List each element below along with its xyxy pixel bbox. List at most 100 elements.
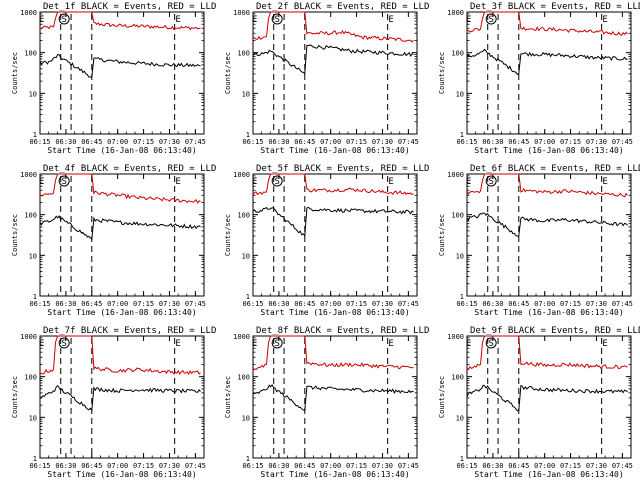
lld-rate-series: [39, 335, 201, 376]
event-marker-label: S: [488, 15, 493, 25]
event-marker-label: E: [175, 15, 180, 25]
y-tick-label: 1: [246, 455, 250, 463]
x-tick-label: 07:00: [320, 462, 341, 470]
x-tick-label: 07:30: [586, 300, 607, 308]
y-tick-label: 10: [242, 414, 250, 422]
lld-rate-series: [466, 11, 628, 36]
panel-title: Det_7f BLACK = Events, RED = LLD: [43, 326, 216, 336]
event-marker-label: S: [488, 177, 493, 187]
panel-title: Det_4f BLACK = Events, RED = LLD: [43, 164, 216, 174]
lld-rate-series: [252, 173, 414, 196]
plot-frame: [466, 335, 632, 459]
x-tick-label: 06:45: [294, 300, 315, 308]
x-tick-label: 07:30: [586, 138, 607, 146]
event-marker-label: E: [388, 339, 393, 349]
x-tick-label: 06:15: [29, 462, 50, 470]
y-axis-label: Counts/sec: [11, 52, 19, 94]
y-tick-label: 10: [456, 414, 464, 422]
event-marker-label: E: [602, 177, 607, 187]
detector-panel: Det_1f BLACK = Events, RED = LLD 1 10 100 10…: [11, 2, 216, 155]
panel-title: Det_3f BLACK = Events, RED = LLD: [470, 2, 640, 12]
x-axis-label: Start Time (16-Jan-08 06:13:40): [47, 146, 196, 155]
x-tick-label: 06:15: [456, 300, 477, 308]
x-tick-label: 07:00: [107, 138, 128, 146]
marker-circle: [485, 13, 497, 25]
event-marker-label: E: [252, 339, 257, 349]
event-marker-label: E: [466, 15, 471, 25]
detector-panel: Det_4f BLACK = Events, RED = LLD 1 10 100 10…: [11, 164, 216, 317]
marker-circle: [271, 13, 283, 25]
y-tick-label: 1: [33, 455, 37, 463]
y-tick-label: 1000: [233, 333, 250, 341]
event-marker-label: S: [61, 339, 66, 349]
panel-title: Det_9f BLACK = Events, RED = LLD: [470, 326, 640, 336]
plot-frame: [466, 11, 632, 135]
y-axis-label: Counts/sec: [224, 52, 232, 94]
panel-title: Det_1f BLACK = Events, RED = LLD: [43, 2, 216, 12]
x-tick-label: 07:30: [159, 138, 180, 146]
x-tick-label: 07:30: [372, 462, 393, 470]
y-tick-label: 1000: [20, 9, 37, 17]
plot-frame: [39, 335, 205, 459]
x-tick-label: 06:15: [242, 462, 263, 470]
event-marker-label: E: [466, 177, 471, 187]
x-tick-label: 06:15: [242, 138, 263, 146]
x-tick-label: 07:00: [320, 138, 341, 146]
y-tick-label: 100: [237, 50, 250, 58]
y-tick-label: 1: [33, 131, 37, 139]
x-tick-label: 07:45: [612, 138, 633, 146]
y-tick-label: 1000: [233, 171, 250, 179]
events-rate-series: [39, 215, 201, 241]
y-tick-label: 100: [451, 374, 464, 382]
event-marker-label: E: [252, 177, 257, 187]
plot-frame: [466, 173, 632, 297]
lld-rate-series: [466, 173, 628, 198]
event-marker-label: S: [274, 339, 279, 349]
x-tick-label: 06:45: [508, 300, 529, 308]
x-tick-label: 06:30: [55, 300, 76, 308]
y-tick-label: 1: [460, 455, 464, 463]
x-tick-label: 06:30: [55, 138, 76, 146]
x-axis-label: Start Time (16-Jan-08 06:13:40): [474, 308, 623, 317]
x-axis-label: Start Time (16-Jan-08 06:13:40): [474, 470, 623, 479]
x-axis-label: Start Time (16-Jan-08 06:13:40): [260, 146, 409, 155]
y-tick-label: 1: [246, 131, 250, 139]
y-tick-label: 100: [451, 212, 464, 220]
event-marker-label: E: [252, 15, 257, 25]
y-tick-label: 1000: [233, 9, 250, 17]
panel-title: Det_5f BLACK = Events, RED = LLD: [256, 164, 429, 174]
y-tick-label: 1: [33, 293, 37, 301]
marker-circle: [58, 13, 70, 25]
x-tick-label: 06:15: [456, 138, 477, 146]
x-tick-label: 07:30: [159, 300, 180, 308]
detector-panel: Det_3f BLACK = Events, RED = LLD 1 10 100 10…: [438, 2, 640, 155]
y-tick-label: 100: [24, 50, 37, 58]
event-marker-label: S: [61, 177, 66, 187]
y-tick-label: 10: [456, 90, 464, 98]
x-tick-label: 07:00: [107, 462, 128, 470]
lld-rate-series: [252, 11, 414, 43]
x-tick-label: 07:30: [372, 300, 393, 308]
y-tick-label: 1: [246, 293, 250, 301]
event-marker-label: E: [388, 177, 393, 187]
x-tick-label: 06:30: [268, 462, 289, 470]
event-marker-label: E: [388, 15, 393, 25]
x-tick-label: 07:00: [107, 300, 128, 308]
y-tick-label: 1: [460, 131, 464, 139]
x-tick-label: 07:15: [346, 138, 367, 146]
y-axis-label: Counts/sec: [438, 52, 446, 94]
y-tick-label: 10: [29, 90, 37, 98]
detector-panel: Det_8f BLACK = Events, RED = LLD 1 10 100 10…: [224, 326, 429, 479]
y-tick-label: 1000: [447, 9, 464, 17]
x-tick-label: 07:00: [320, 300, 341, 308]
plot-frame: [252, 173, 418, 297]
x-tick-label: 06:45: [508, 462, 529, 470]
detector-panel: Det_7f BLACK = Events, RED = LLD 1 10 100 10…: [11, 326, 216, 479]
events-rate-series: [39, 384, 201, 412]
events-rate-series: [39, 53, 201, 78]
lld-rate-series: [39, 11, 201, 31]
x-tick-label: 07:15: [133, 138, 154, 146]
event-marker-label: S: [274, 177, 279, 187]
panel-title: Det_6f BLACK = Events, RED = LLD: [470, 164, 640, 174]
x-tick-label: 07:45: [612, 300, 633, 308]
